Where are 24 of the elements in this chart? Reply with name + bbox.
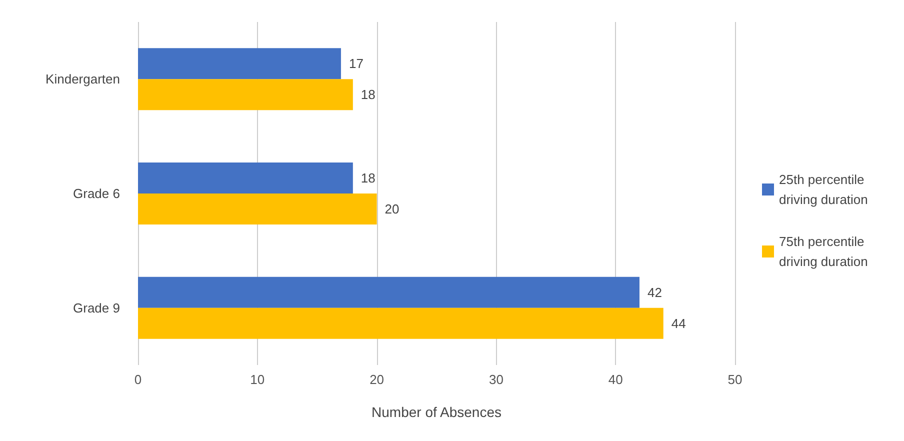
data-label: 17 — [348, 56, 364, 72]
bar — [138, 194, 377, 224]
x-tick-label: 40 — [608, 372, 623, 387]
x-tick-label: 20 — [370, 372, 384, 387]
bar — [138, 48, 341, 80]
y-tick-label: Kindergarten — [46, 72, 120, 87]
bar — [138, 162, 353, 194]
y-tick-label: Grade 9 — [73, 300, 120, 316]
x-tick-label: 10 — [250, 372, 265, 387]
legend-label: 25th percentile driving duration — [779, 172, 868, 207]
x-axis-title: Number of Absences — [372, 404, 502, 420]
bar — [138, 79, 353, 110]
y-tick-label: Grade 6 — [73, 186, 120, 201]
legend-label: 75th percentile driving duration — [779, 234, 868, 269]
data-label: 44 — [671, 316, 686, 331]
bar — [138, 308, 664, 339]
data-label: 42 — [647, 284, 662, 300]
x-tick-label: 0 — [134, 372, 142, 387]
x-tick-label: 30 — [488, 372, 504, 387]
data-label: 18 — [360, 170, 376, 186]
data-label: 18 — [360, 87, 376, 102]
x-tick-label: 50 — [728, 372, 742, 387]
data-label: 20 — [384, 202, 400, 216]
bar — [138, 276, 640, 308]
